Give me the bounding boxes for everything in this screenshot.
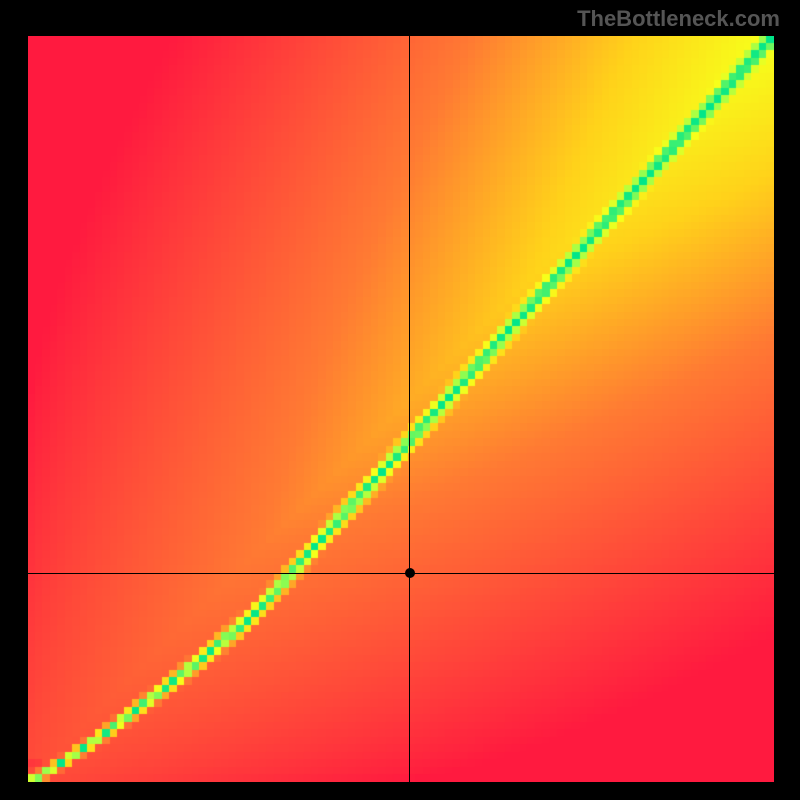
crosshair-vertical [409, 36, 410, 782]
crosshair-horizontal [28, 573, 774, 574]
data-point-marker [405, 568, 415, 578]
bottleneck-heatmap [28, 36, 774, 782]
chart-container: TheBottleneck.com [0, 0, 800, 800]
watermark-text: TheBottleneck.com [577, 6, 780, 32]
